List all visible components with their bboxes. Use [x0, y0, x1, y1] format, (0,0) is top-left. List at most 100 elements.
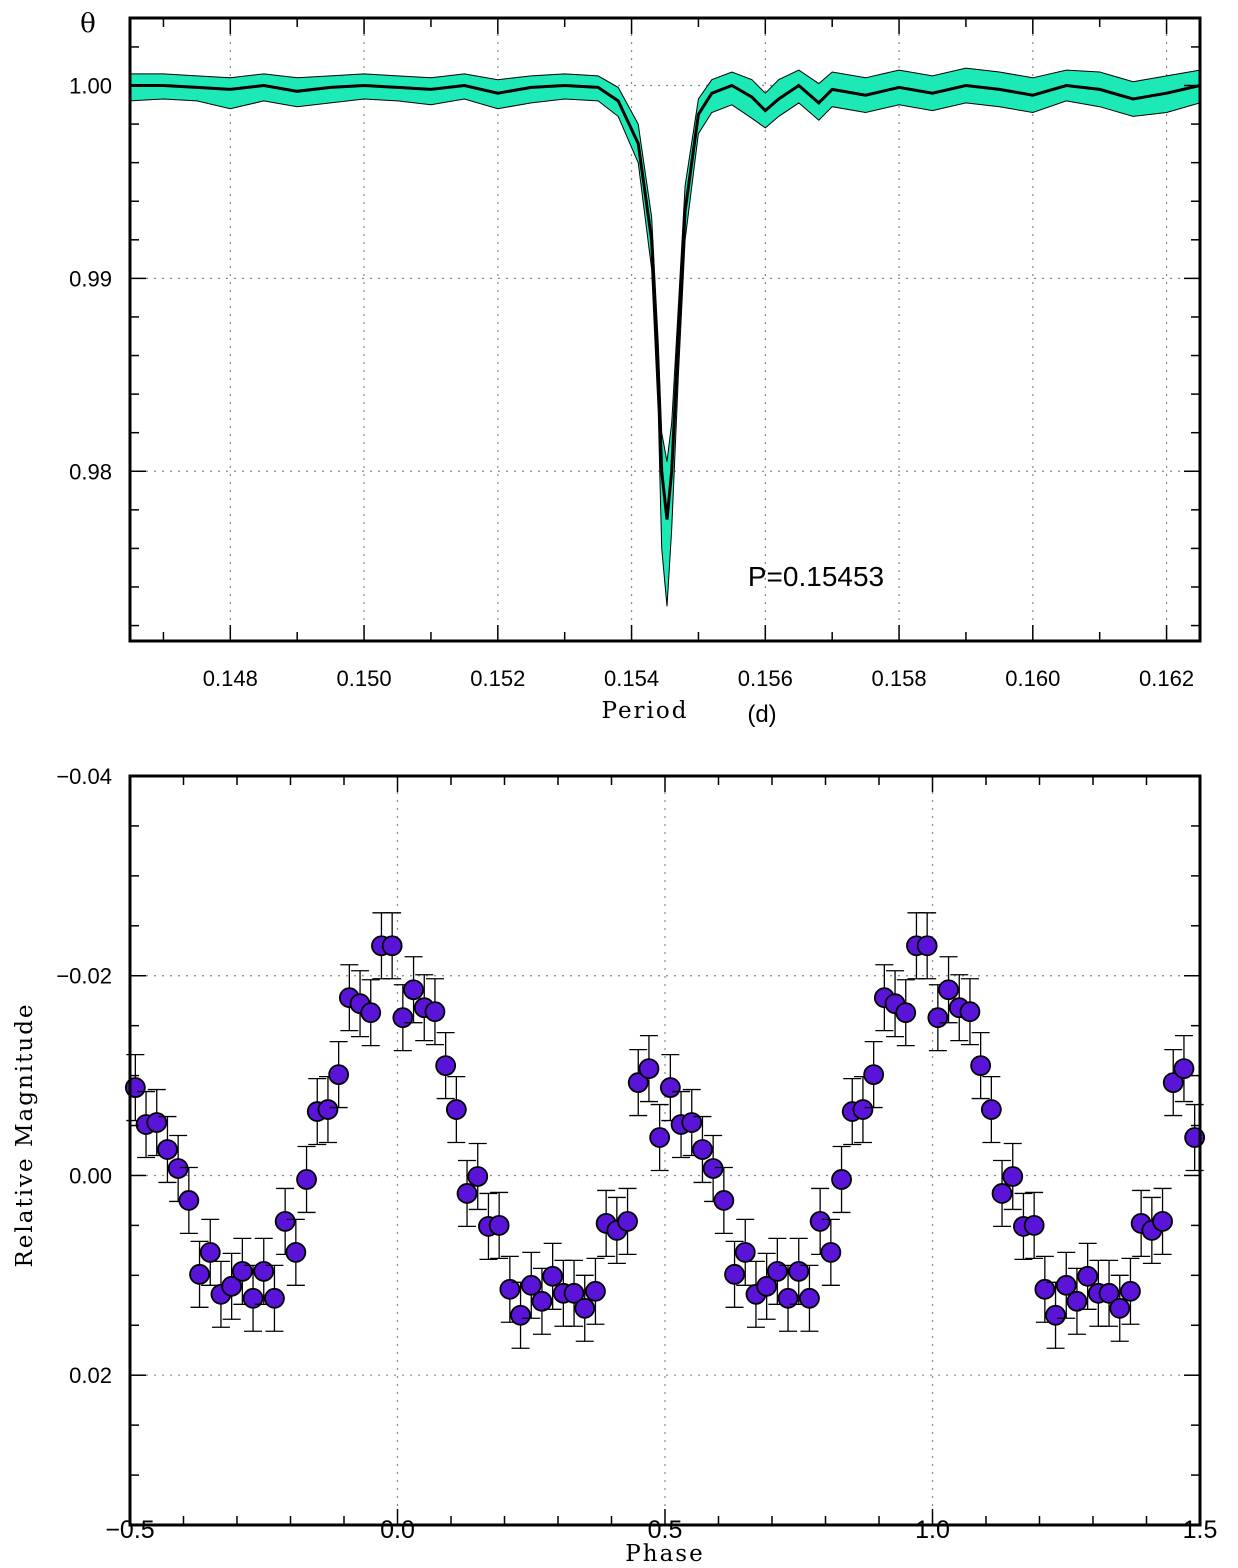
magnitude-marker: [317, 1099, 339, 1120]
phase-point: [692, 1115, 713, 1184]
phase-point: [381, 912, 403, 980]
magnitude-marker: [1077, 1265, 1099, 1287]
magnitude-marker: [520, 1274, 542, 1296]
period-tick-labels: 0.148 0.150 0.152 0.154 0.156 0.158 0.160 0.162: [203, 666, 1194, 691]
phase-point: [531, 1267, 553, 1335]
phase-curve-panel: −0.5 0.0 0.5 1.0 1.5 −0.04 −0.02 0.00 0.02 Phas…: [12, 764, 1217, 1567]
period-tick-label: 0.154: [604, 666, 659, 691]
period-tick-label: 0.158: [872, 666, 927, 691]
magnitude-marker: [360, 1002, 382, 1024]
phase-point: [1109, 1274, 1131, 1342]
phase-point: [274, 1187, 296, 1256]
phase-point: [467, 1142, 489, 1211]
phase-axis-label: Phase: [625, 1541, 704, 1567]
magnitude-marker: [916, 935, 938, 957]
magnitude-marker: [788, 1260, 810, 1282]
periodogram-frame: [128, 16, 1202, 643]
phase-point: [820, 1218, 842, 1286]
phase-point: [1055, 1251, 1077, 1319]
phase-point: [1023, 1191, 1045, 1260]
phase-point: [777, 1264, 799, 1332]
magnitude-axis-label: Relative Magnitude: [12, 1002, 38, 1267]
magnitude-marker: [499, 1278, 521, 1300]
magnitude-marker: [895, 1002, 917, 1024]
magnitude-marker: [221, 1275, 243, 1297]
phase-point: [799, 1264, 820, 1332]
phase-point: [681, 1088, 703, 1157]
magnitude-marker: [1023, 1215, 1045, 1236]
phase-point: [585, 1257, 606, 1325]
phase-point: [424, 978, 446, 1046]
phase-point: [617, 1187, 638, 1256]
magnitude-marker: [403, 979, 424, 1001]
phase-point: [659, 1053, 681, 1122]
magnitude-marker: [1002, 1166, 1024, 1187]
phase-point: [1152, 1187, 1173, 1256]
period-axis-label: Period: [602, 698, 689, 724]
period-tick-label: 0.148: [203, 666, 258, 691]
magnitude-marker: [542, 1265, 564, 1287]
magnitude-tick-labels: −0.04 −0.02 0.00 0.02: [56, 764, 112, 1388]
phase-point: [766, 1237, 788, 1305]
magnitude-marker: [991, 1183, 1013, 1204]
phase-point: [1077, 1242, 1099, 1310]
phase-point: [510, 1281, 531, 1349]
phase-point: [360, 979, 382, 1047]
magnitude-marker: [1045, 1304, 1066, 1326]
theta-tick-label: 0.98: [69, 459, 112, 484]
magnitude-marker: [692, 1139, 713, 1160]
magnitude-marker: [328, 1064, 350, 1086]
phase-point: [938, 956, 959, 1024]
magnitude-marker: [1034, 1278, 1056, 1300]
theta-tick-labels: 1.00 0.99 0.98: [69, 74, 112, 485]
magnitude-marker: [264, 1287, 285, 1309]
magnitude-marker: [445, 1099, 467, 1120]
phase-point: [317, 1075, 339, 1144]
phase-point: [456, 1159, 478, 1228]
magnitude-marker: [820, 1241, 842, 1263]
magnitude-marker: [199, 1241, 221, 1263]
phase-point: [574, 1274, 596, 1342]
magnitude-marker: [1055, 1274, 1077, 1296]
phase-point: [1173, 1035, 1195, 1103]
magnitude-marker: [189, 1263, 210, 1285]
magnitude-marker: [1173, 1058, 1195, 1080]
phase-tick-label: 1.0: [915, 1516, 950, 1544]
phase-point: [916, 912, 938, 980]
magnitude-marker: [178, 1190, 200, 1211]
magnitude-marker: [574, 1297, 596, 1319]
period-tick-label: 0.150: [337, 666, 392, 691]
theta-tick-label: 1.00: [69, 74, 112, 99]
phase-point: [852, 1075, 874, 1144]
phase-point: [638, 1035, 660, 1103]
magnitude-marker: [638, 1058, 660, 1080]
phase-point: [231, 1237, 253, 1305]
magnitude-marker: [617, 1211, 638, 1232]
magnitude-marker: [970, 1055, 992, 1077]
theta-curve: [130, 83, 1201, 520]
phase-tick-label: 0.5: [648, 1516, 683, 1544]
magnitude-marker: [585, 1280, 606, 1302]
magnitude-marker: [531, 1290, 553, 1312]
phase-point: [1098, 1259, 1120, 1327]
period-tick-label: 0.160: [1005, 666, 1060, 691]
magnitude-marker: [831, 1169, 852, 1190]
magnitude-marker: [296, 1169, 317, 1190]
phase-point: [199, 1218, 221, 1286]
phase-point: [724, 1240, 745, 1308]
magnitude-marker: [959, 1001, 981, 1023]
magnitude-tick-label: −0.02: [56, 964, 112, 989]
magnitude-marker: [1152, 1211, 1173, 1232]
theta-tick-label: 0.99: [69, 266, 112, 291]
phase-tick-label: −0.5: [105, 1516, 154, 1544]
phase-point: [980, 1075, 1002, 1144]
magnitude-marker: [1066, 1290, 1088, 1312]
magnitude-tick-label: 0.00: [69, 1163, 112, 1188]
phase-point: [734, 1218, 756, 1286]
magnitude-marker: [681, 1112, 703, 1133]
magnitude-marker: [766, 1260, 788, 1282]
phase-point: [627, 1048, 649, 1117]
magnitude-marker: [809, 1211, 831, 1232]
magnitude-marker: [456, 1183, 478, 1204]
